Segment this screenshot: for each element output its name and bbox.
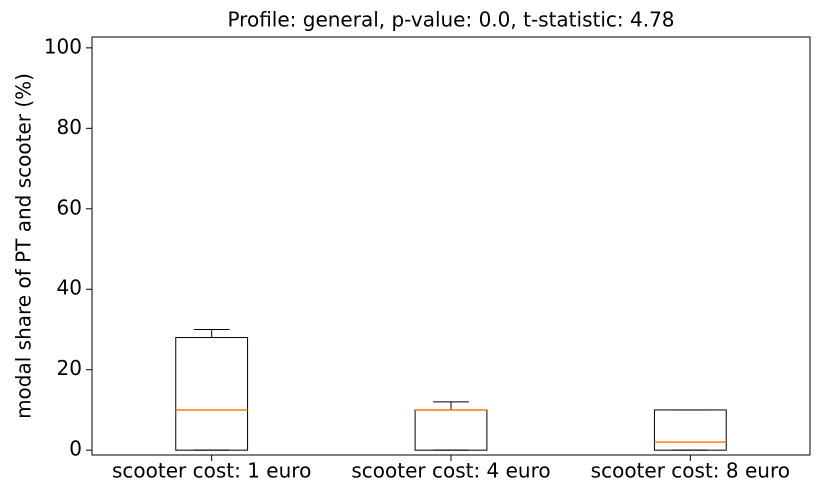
- x-tick-label: scooter cost: 8 euro: [591, 459, 790, 483]
- y-tick-label: 80: [57, 115, 82, 139]
- chart-title: Profile: general, p-value: 0.0, t-statis…: [227, 8, 674, 32]
- y-tick-label: 0: [69, 437, 82, 461]
- box: [653, 409, 727, 451]
- x-tick-label: scooter cost: 1 euro: [112, 459, 311, 483]
- y-tick-label: 100: [44, 34, 82, 58]
- x-tick-label: scooter cost: 4 euro: [351, 459, 550, 483]
- y-tick-label: 60: [57, 195, 82, 219]
- y-axis-label: modal share of PT and scooter (%): [12, 73, 36, 419]
- y-tick-label: 40: [57, 276, 82, 300]
- box: [175, 337, 249, 451]
- y-tick-label: 20: [57, 356, 82, 380]
- box: [414, 409, 488, 451]
- plot-frame: [91, 36, 811, 456]
